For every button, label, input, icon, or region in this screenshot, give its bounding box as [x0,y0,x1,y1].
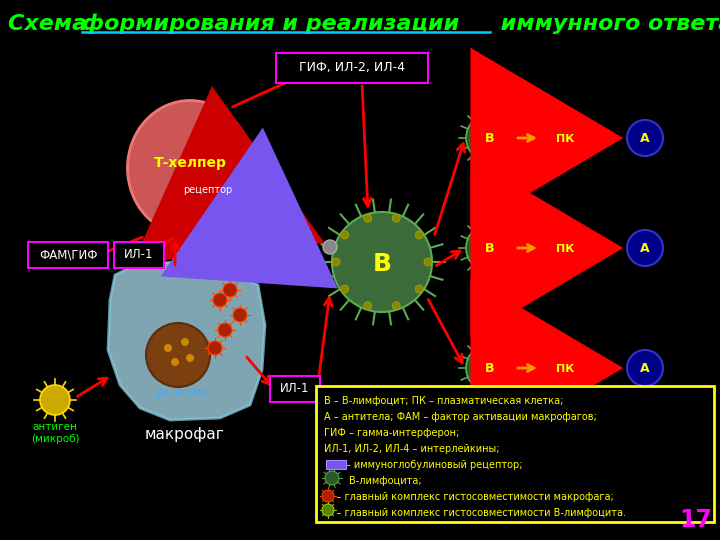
Text: ИЛ-1: ИЛ-1 [280,382,310,395]
Circle shape [415,285,423,293]
Circle shape [341,285,348,293]
FancyBboxPatch shape [270,376,320,402]
Text: иммунного ответа: иммунного ответа [493,14,720,34]
Text: макрофаг: макрофаг [145,428,225,442]
Text: ПК: ПК [556,244,574,254]
Circle shape [181,338,189,346]
Text: А – антитела; ФАМ – фактор активации макрофагов;: А – антитела; ФАМ – фактор активации мак… [324,412,597,422]
Text: А: А [640,132,650,145]
Ellipse shape [127,100,253,235]
Circle shape [322,490,334,502]
Circle shape [392,302,400,310]
FancyBboxPatch shape [276,53,428,83]
Text: ИЛ-1, ИЛ-2, ИЛ-4 – интерлейкины;: ИЛ-1, ИЛ-2, ИЛ-4 – интерлейкины; [324,444,500,454]
Polygon shape [542,114,588,158]
Circle shape [364,214,372,222]
Circle shape [164,344,172,352]
Text: ГИФ – гамма-интерферон;: ГИФ – гамма-интерферон; [324,428,459,438]
Circle shape [424,258,432,266]
FancyBboxPatch shape [316,386,714,522]
Text: В – В-лимфоцит; ПК – плазматическая клетка;: В – В-лимфоцит; ПК – плазматическая клет… [324,396,563,406]
Circle shape [466,114,514,162]
Text: В: В [485,242,495,255]
Circle shape [341,231,348,239]
Text: А: А [640,242,650,255]
Text: ФАМ\ГИФ: ФАМ\ГИФ [39,248,97,261]
Bar [326,460,346,469]
Circle shape [627,350,663,386]
Circle shape [325,471,339,485]
Text: фагосома: фагосома [155,387,209,397]
Circle shape [466,344,514,392]
Circle shape [223,283,237,297]
Text: формирования и реализации: формирования и реализации [82,14,459,34]
Circle shape [332,258,340,266]
Text: антиген
(микроб): антиген (микроб) [31,422,79,443]
Polygon shape [542,224,588,267]
Text: В-лимфоцита;: В-лимфоцита; [324,476,422,486]
Circle shape [322,504,334,516]
Circle shape [146,323,210,387]
Text: – главный комплекс гистосовместимости В-лимфоцита.: – главный комплекс гистосовместимости В-… [324,508,626,518]
Text: ИЛ-1: ИЛ-1 [125,248,154,261]
Circle shape [208,341,222,355]
Circle shape [332,212,432,312]
Circle shape [466,224,514,272]
Text: рецептор: рецептор [184,185,233,195]
Polygon shape [108,262,265,420]
Circle shape [186,354,194,362]
Text: – главный комплекс гистосовместимости макрофага;: – главный комплекс гистосовместимости ма… [324,492,613,502]
Circle shape [218,323,232,337]
Circle shape [627,120,663,156]
FancyBboxPatch shape [114,242,164,268]
Circle shape [415,231,423,239]
Circle shape [627,230,663,266]
Text: – иммуноглобулиновый рецептор;: – иммуноглобулиновый рецептор; [324,460,523,470]
Text: А: А [640,362,650,375]
Circle shape [392,214,400,222]
Circle shape [40,385,70,415]
Text: Схема: Схема [8,14,95,34]
Circle shape [233,308,247,322]
Circle shape [171,358,179,366]
Circle shape [323,240,337,254]
Text: ПК: ПК [556,364,574,374]
FancyBboxPatch shape [28,242,108,268]
Text: Т-хелпер: Т-хелпер [153,156,226,170]
Text: 17: 17 [679,508,712,532]
Circle shape [364,302,372,310]
Text: ГИФ, ИЛ-2, ИЛ-4: ГИФ, ИЛ-2, ИЛ-4 [299,62,405,75]
Text: В: В [372,252,392,276]
Text: В: В [485,132,495,145]
Circle shape [213,293,227,307]
Polygon shape [542,344,588,387]
Text: ПК: ПК [556,134,574,144]
Text: В: В [485,362,495,375]
